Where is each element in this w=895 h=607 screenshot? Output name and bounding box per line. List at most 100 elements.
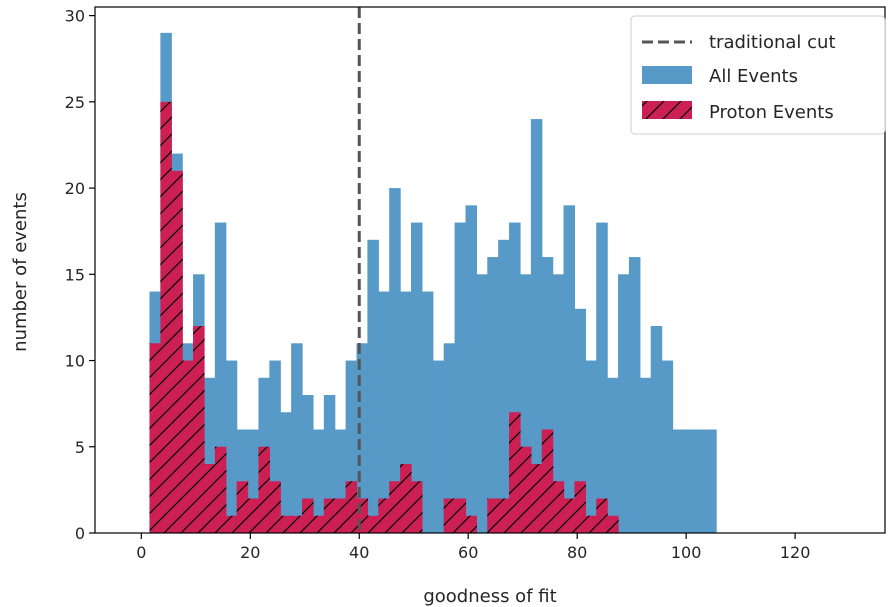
all-events-bar — [465, 205, 477, 533]
y-tick-label: 15 — [65, 265, 85, 284]
proton-events-bar-hatch — [247, 498, 260, 533]
all-events-bar — [476, 274, 488, 533]
all-events-bars — [149, 32, 717, 534]
all-events-bar — [280, 412, 292, 533]
proton-events-bar-hatch — [214, 446, 227, 533]
all-events-bar — [247, 429, 260, 533]
proton-events-bar-hatch — [607, 515, 619, 533]
proton-events-bar-hatch — [487, 498, 499, 533]
x-tick-label: 100 — [671, 543, 702, 562]
x-tick-label: 120 — [780, 543, 811, 562]
all-events-bar — [498, 239, 510, 533]
proton-events-bar-hatch — [367, 515, 379, 533]
all-events-bar — [432, 360, 445, 533]
proton-events-bar-hatch — [585, 515, 597, 533]
all-events-bar — [530, 119, 543, 533]
proton-events-bar-hatch — [541, 429, 554, 533]
all-events-bar — [367, 239, 379, 533]
legend-label-cut: traditional cut — [709, 32, 836, 53]
proton-events-bar-hatch — [574, 481, 586, 533]
all-events-bar — [552, 274, 565, 533]
proton-events-bar-hatch — [411, 481, 423, 533]
proton-events-bar-hatch — [563, 498, 576, 533]
all-events-bar — [672, 429, 685, 533]
y-tick-label: 25 — [65, 93, 85, 112]
all-events-bar — [400, 291, 412, 533]
x-axis-label: goodness of fit — [423, 586, 556, 607]
legend-label-all: All Events — [709, 66, 798, 87]
all-events-bar — [302, 395, 314, 533]
all-events-bar — [345, 360, 358, 533]
all-events-bar — [312, 429, 325, 533]
y-tick-label: 10 — [65, 352, 85, 371]
proton-events-bar-hatch — [389, 481, 401, 533]
proton-events-bar-hatch — [323, 498, 336, 533]
proton-events-bar-hatch — [443, 498, 456, 533]
all-events-bar — [618, 274, 630, 533]
proton-events-bar-hatch — [182, 360, 194, 533]
proton-events-bar-hatch — [400, 464, 412, 533]
y-axis-label: number of events — [10, 192, 31, 352]
x-tick-label: 20 — [240, 543, 260, 562]
all-events-bar — [389, 188, 401, 533]
proton-events-bar-hatch — [171, 170, 183, 533]
proton-events-bar-hatch — [302, 498, 314, 533]
proton-events-bar-hatch — [203, 464, 216, 533]
all-events-bar — [661, 360, 674, 533]
all-events-bar — [563, 205, 576, 533]
proton-events-bar-hatch — [530, 464, 543, 533]
legend-label-proton: Proton Events — [709, 102, 834, 123]
all-events-bar — [639, 377, 652, 533]
all-events-bar — [705, 429, 717, 533]
all-events-bar — [454, 222, 467, 533]
proton-events-bar-hatch — [356, 498, 369, 533]
proton-events-bar-hatch — [465, 515, 477, 533]
all-events-bar — [487, 257, 499, 533]
all-events-bar — [378, 291, 390, 533]
all-events-bar — [519, 274, 532, 533]
proton-events-bars — [149, 101, 619, 533]
all-events-bar — [225, 360, 238, 533]
all-events-bar — [683, 429, 695, 533]
all-events-bar — [291, 343, 303, 533]
proton-events-bar-hatch — [509, 412, 521, 533]
proton-events-bar-hatch — [291, 515, 303, 533]
all-events-bar — [421, 291, 434, 533]
all-events-bar — [214, 222, 227, 533]
all-events-bar — [323, 395, 336, 533]
all-events-bar — [541, 257, 554, 533]
y-axis-ticks: 0 5 10 15 20 25 30 — [65, 7, 95, 543]
proton-events-bar-hatch — [269, 481, 281, 533]
proton-events-bar-hatch — [552, 481, 565, 533]
x-tick-label: 80 — [567, 543, 587, 562]
all-events-bar — [509, 222, 521, 533]
y-tick-label: 20 — [65, 179, 85, 198]
proton-events-bar-hatch — [312, 515, 325, 533]
legend: traditional cut All Events Proton Events — [630, 15, 886, 135]
proton-events-bar-hatch — [596, 498, 608, 533]
all-events-bar — [356, 343, 369, 533]
all-events-bar — [607, 377, 619, 533]
all-events-bar — [585, 360, 597, 533]
x-tick-label: 0 — [136, 543, 146, 562]
x-axis-ticks: 0 20 40 60 80 100 120 — [136, 533, 810, 562]
proton-events-bar-hatch — [225, 515, 238, 533]
proton-events-bar-hatch — [258, 446, 270, 533]
proton-events-bar-hatch — [280, 515, 292, 533]
all-events-bar — [443, 343, 456, 533]
proton-events-bar-hatch — [160, 101, 172, 533]
proton-events-bar-hatch — [378, 498, 390, 533]
x-tick-label: 60 — [458, 543, 478, 562]
all-events-bar — [694, 429, 706, 533]
y-tick-label: 30 — [65, 7, 85, 26]
legend-all-swatch — [642, 66, 692, 84]
all-events-bar — [269, 360, 281, 533]
proton-events-bar-hatch — [334, 498, 347, 533]
plot-frame — [94, 6, 886, 534]
proton-events-bar-hatch — [149, 343, 161, 533]
all-events-bar — [628, 257, 641, 533]
y-tick-label: 0 — [75, 524, 85, 543]
all-events-bar — [574, 308, 586, 533]
all-events-bar — [411, 222, 423, 533]
